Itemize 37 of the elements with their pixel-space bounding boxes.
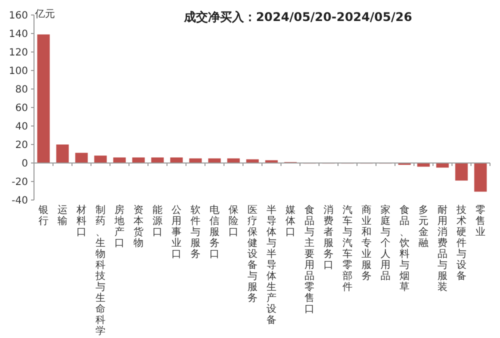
x-tick-label: 保险口 bbox=[228, 205, 238, 238]
x-tick-label: 资本货物 bbox=[134, 204, 144, 249]
y-tick-label: -40 bbox=[12, 196, 28, 206]
x-tick-label: 银行 bbox=[38, 205, 48, 227]
x-tick-label: 食品、饮料与烟草 bbox=[398, 204, 410, 293]
x-tick-label: 运输 bbox=[58, 204, 68, 227]
chart-title: 成交净买入：2024/05/20-2024/05/26 bbox=[182, 10, 412, 24]
x-tick-label: 消费者服务口 bbox=[324, 204, 334, 271]
category-label: 食品与主要用品零售口 bbox=[304, 205, 314, 315]
y-tick-label: 120 bbox=[8, 48, 28, 58]
x-tick-label: 公用事业口 bbox=[172, 204, 182, 260]
x-tick-label: 商业和专业服务 bbox=[362, 204, 372, 282]
x-tick-label: 多元金融 bbox=[418, 204, 428, 249]
x-tick-label: 电信服务口 bbox=[210, 204, 220, 260]
category-label: 半导体与半导体生产设备 bbox=[266, 205, 276, 326]
y-tick-label: 0 bbox=[22, 158, 28, 170]
x-tick-label: 材料口 bbox=[76, 204, 86, 238]
x-tick-label: 媒体口 bbox=[286, 205, 296, 238]
category-label: 医疗保健设备与服务 bbox=[248, 205, 258, 304]
x-tick-label: 耐用消费品与服装 bbox=[438, 205, 448, 293]
y-tick-label: 100 bbox=[8, 66, 28, 77]
x-tick-label: 技术硬件与设备 bbox=[456, 204, 466, 282]
y-tick-label: 60 bbox=[15, 103, 28, 114]
y-tick-label: 40 bbox=[15, 122, 28, 132]
x-tick-label: 零售业 bbox=[476, 205, 486, 238]
y-tick-label: -20 bbox=[12, 177, 28, 188]
category-label: 制药、生物科技与生命科学 bbox=[96, 205, 106, 337]
y-tick-label: 160 bbox=[8, 10, 28, 22]
x-tick-label: 家庭与个人用品 bbox=[380, 204, 390, 282]
x-tick-label: 房地产口 bbox=[114, 204, 124, 249]
y-tick-label: 20 bbox=[15, 140, 28, 151]
x-tick-label: 能源口 bbox=[152, 204, 162, 238]
y-tick-label: 140 bbox=[8, 29, 28, 40]
x-tick-label: 汽车与汽车零部件 bbox=[342, 204, 352, 293]
y-tick-label: 80 bbox=[15, 84, 28, 96]
y-axis-title: 亿元 bbox=[34, 9, 55, 20]
x-tick-label: 软件与服务 bbox=[190, 204, 200, 260]
